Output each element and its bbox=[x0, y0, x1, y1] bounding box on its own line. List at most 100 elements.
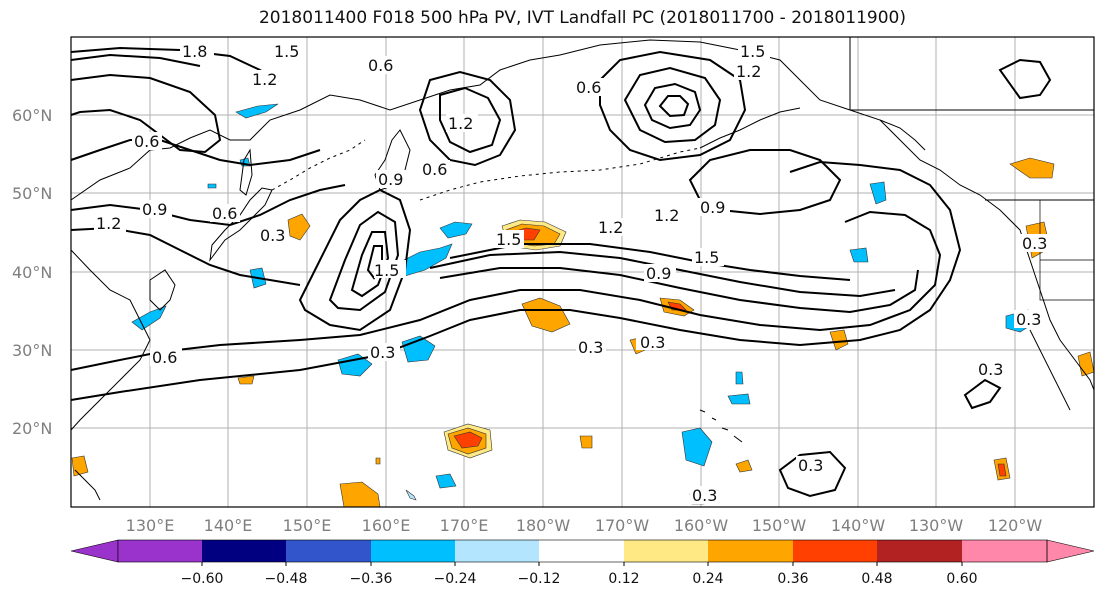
contour-label: 1.5 bbox=[496, 230, 521, 249]
lat-label: 30°N bbox=[12, 341, 52, 360]
philippines bbox=[74, 469, 101, 501]
contour-label: 1.2 bbox=[252, 70, 277, 89]
lon-label: 140°W bbox=[831, 516, 886, 535]
neg-anomaly bbox=[439, 221, 473, 239]
lon-label: 130°W bbox=[909, 516, 964, 535]
pos-anomaly bbox=[453, 431, 483, 449]
contour-label: 0.6 bbox=[212, 204, 237, 223]
contour-label: 1.2 bbox=[736, 62, 761, 81]
lon-axis: 130°E 140°E 150°E 160°E 170°E 180°W 170°… bbox=[126, 516, 1043, 535]
pos-anomaly bbox=[1009, 157, 1055, 179]
colorbar-tick-label: −0.60 bbox=[181, 571, 224, 587]
map-frame bbox=[70, 36, 1095, 508]
colorbar-bin bbox=[962, 540, 1047, 562]
contour-label: 0.3 bbox=[1022, 234, 1047, 253]
contour-label: 0.6 bbox=[576, 78, 601, 97]
contour-label: 0.3 bbox=[798, 456, 823, 475]
china-coast bbox=[70, 249, 151, 431]
pos-anomaly bbox=[287, 213, 311, 241]
alaska-peninsula bbox=[699, 107, 801, 149]
contour-low-inner3 bbox=[366, 245, 383, 280]
colorbar-tick-label: 0.36 bbox=[777, 571, 808, 587]
contour-low-center bbox=[298, 188, 412, 332]
colorbar-bin bbox=[286, 540, 371, 562]
korea-coast bbox=[149, 269, 176, 311]
colorbar: −0.60 −0.48 −0.36 −0.24 −0.12 0.12 0.24 0.36 0.4… bbox=[70, 539, 1095, 587]
lon-label: 130°E bbox=[126, 516, 175, 535]
contour-n-0.6 bbox=[418, 70, 517, 167]
contour-label-group: 1.8 1.5 1.2 0.6 0.9 0.6 0.3 1.2 0.9 0.6 … bbox=[94, 42, 1052, 505]
map-title: 2018011400 F018 500 hPa PV, IVT Landfall… bbox=[258, 8, 906, 28]
pos-anomaly bbox=[735, 459, 753, 473]
gulf-alaska-islands bbox=[879, 119, 926, 151]
canada-border bbox=[849, 37, 1094, 111]
contour-1.2 bbox=[429, 250, 896, 298]
contour-label: 0.3 bbox=[640, 333, 665, 352]
lon-label: 180°W bbox=[516, 516, 571, 535]
pos-anomaly bbox=[339, 481, 381, 508]
lon-label: 160°E bbox=[362, 516, 411, 535]
neg-anomaly bbox=[399, 243, 453, 277]
colorbar-tick-label: 0.24 bbox=[692, 571, 723, 587]
neg-anomaly bbox=[207, 183, 217, 189]
contour-label: 0.3 bbox=[578, 338, 603, 357]
pos-anomaly bbox=[997, 463, 1007, 477]
contour-label: 1.5 bbox=[740, 42, 765, 61]
contour-label: 0.3 bbox=[370, 343, 395, 362]
hawaii-islands bbox=[699, 409, 743, 443]
contour-arctic3 bbox=[70, 139, 321, 167]
lon-label: 150°E bbox=[283, 516, 332, 535]
pos-anomaly bbox=[237, 375, 255, 385]
lat-label: 50°N bbox=[12, 184, 52, 203]
contour-label: 0.9 bbox=[700, 198, 725, 217]
colorbar-bin bbox=[624, 540, 708, 562]
pv-contours bbox=[70, 46, 1052, 498]
contour-label: 0.9 bbox=[646, 264, 671, 283]
contour-label: 1.5 bbox=[694, 248, 719, 267]
contour-nw-1.8 bbox=[70, 53, 201, 67]
contour-0.3 bbox=[70, 160, 962, 401]
pos-anomaly bbox=[521, 297, 571, 333]
contour-sub-0.3b bbox=[963, 378, 1002, 410]
colorbar-frame bbox=[117, 539, 1048, 563]
pos-anomaly bbox=[375, 457, 381, 465]
contour-label: 0.9 bbox=[142, 200, 167, 219]
contour-1.5 bbox=[449, 243, 851, 281]
colorbar-tick-label: 0.12 bbox=[608, 571, 639, 587]
contour-label: 0.3 bbox=[692, 486, 717, 505]
lat-label: 60°N bbox=[12, 106, 52, 125]
colorbar-bin bbox=[877, 540, 962, 562]
contour-sub-0.3 bbox=[778, 450, 847, 498]
contour-low-inner1 bbox=[328, 210, 400, 312]
colorbar-bin bbox=[539, 540, 624, 562]
contour-label: 0.3 bbox=[978, 360, 1003, 379]
neg-anomaly bbox=[681, 427, 713, 467]
mexico-coast bbox=[1029, 329, 1071, 411]
contour-label: 1.2 bbox=[598, 218, 623, 237]
neg-anomaly bbox=[405, 489, 417, 501]
contour-north-high bbox=[599, 50, 747, 162]
neg-anomaly bbox=[849, 247, 869, 263]
lon-label: 170°W bbox=[595, 516, 650, 535]
contour-label: 0.3 bbox=[260, 226, 285, 245]
sakhalin-coast bbox=[239, 148, 253, 196]
contour-label: 1.2 bbox=[96, 214, 121, 233]
neg-anomaly bbox=[435, 473, 457, 489]
map-panel bbox=[70, 37, 1095, 508]
neg-anomaly bbox=[727, 393, 751, 405]
japan-coast bbox=[209, 187, 273, 262]
colorbar-tick-label: 0.48 bbox=[861, 571, 892, 587]
lon-label: 140°E bbox=[204, 516, 253, 535]
contour-north-high2 bbox=[623, 66, 722, 144]
contour-0.6 bbox=[70, 210, 942, 371]
colorbar-tick-label: −0.36 bbox=[350, 571, 393, 587]
us-states bbox=[1039, 200, 1094, 301]
alaska-coast bbox=[559, 39, 1095, 391]
pos-anomaly bbox=[829, 329, 849, 351]
contour-low-inner2 bbox=[350, 231, 390, 298]
lat-label: 20°N bbox=[12, 419, 52, 438]
contour-sw-0.9 bbox=[70, 184, 346, 227]
colorbar-tick-label: −0.48 bbox=[265, 571, 308, 587]
lon-label: 170°E bbox=[440, 516, 489, 535]
